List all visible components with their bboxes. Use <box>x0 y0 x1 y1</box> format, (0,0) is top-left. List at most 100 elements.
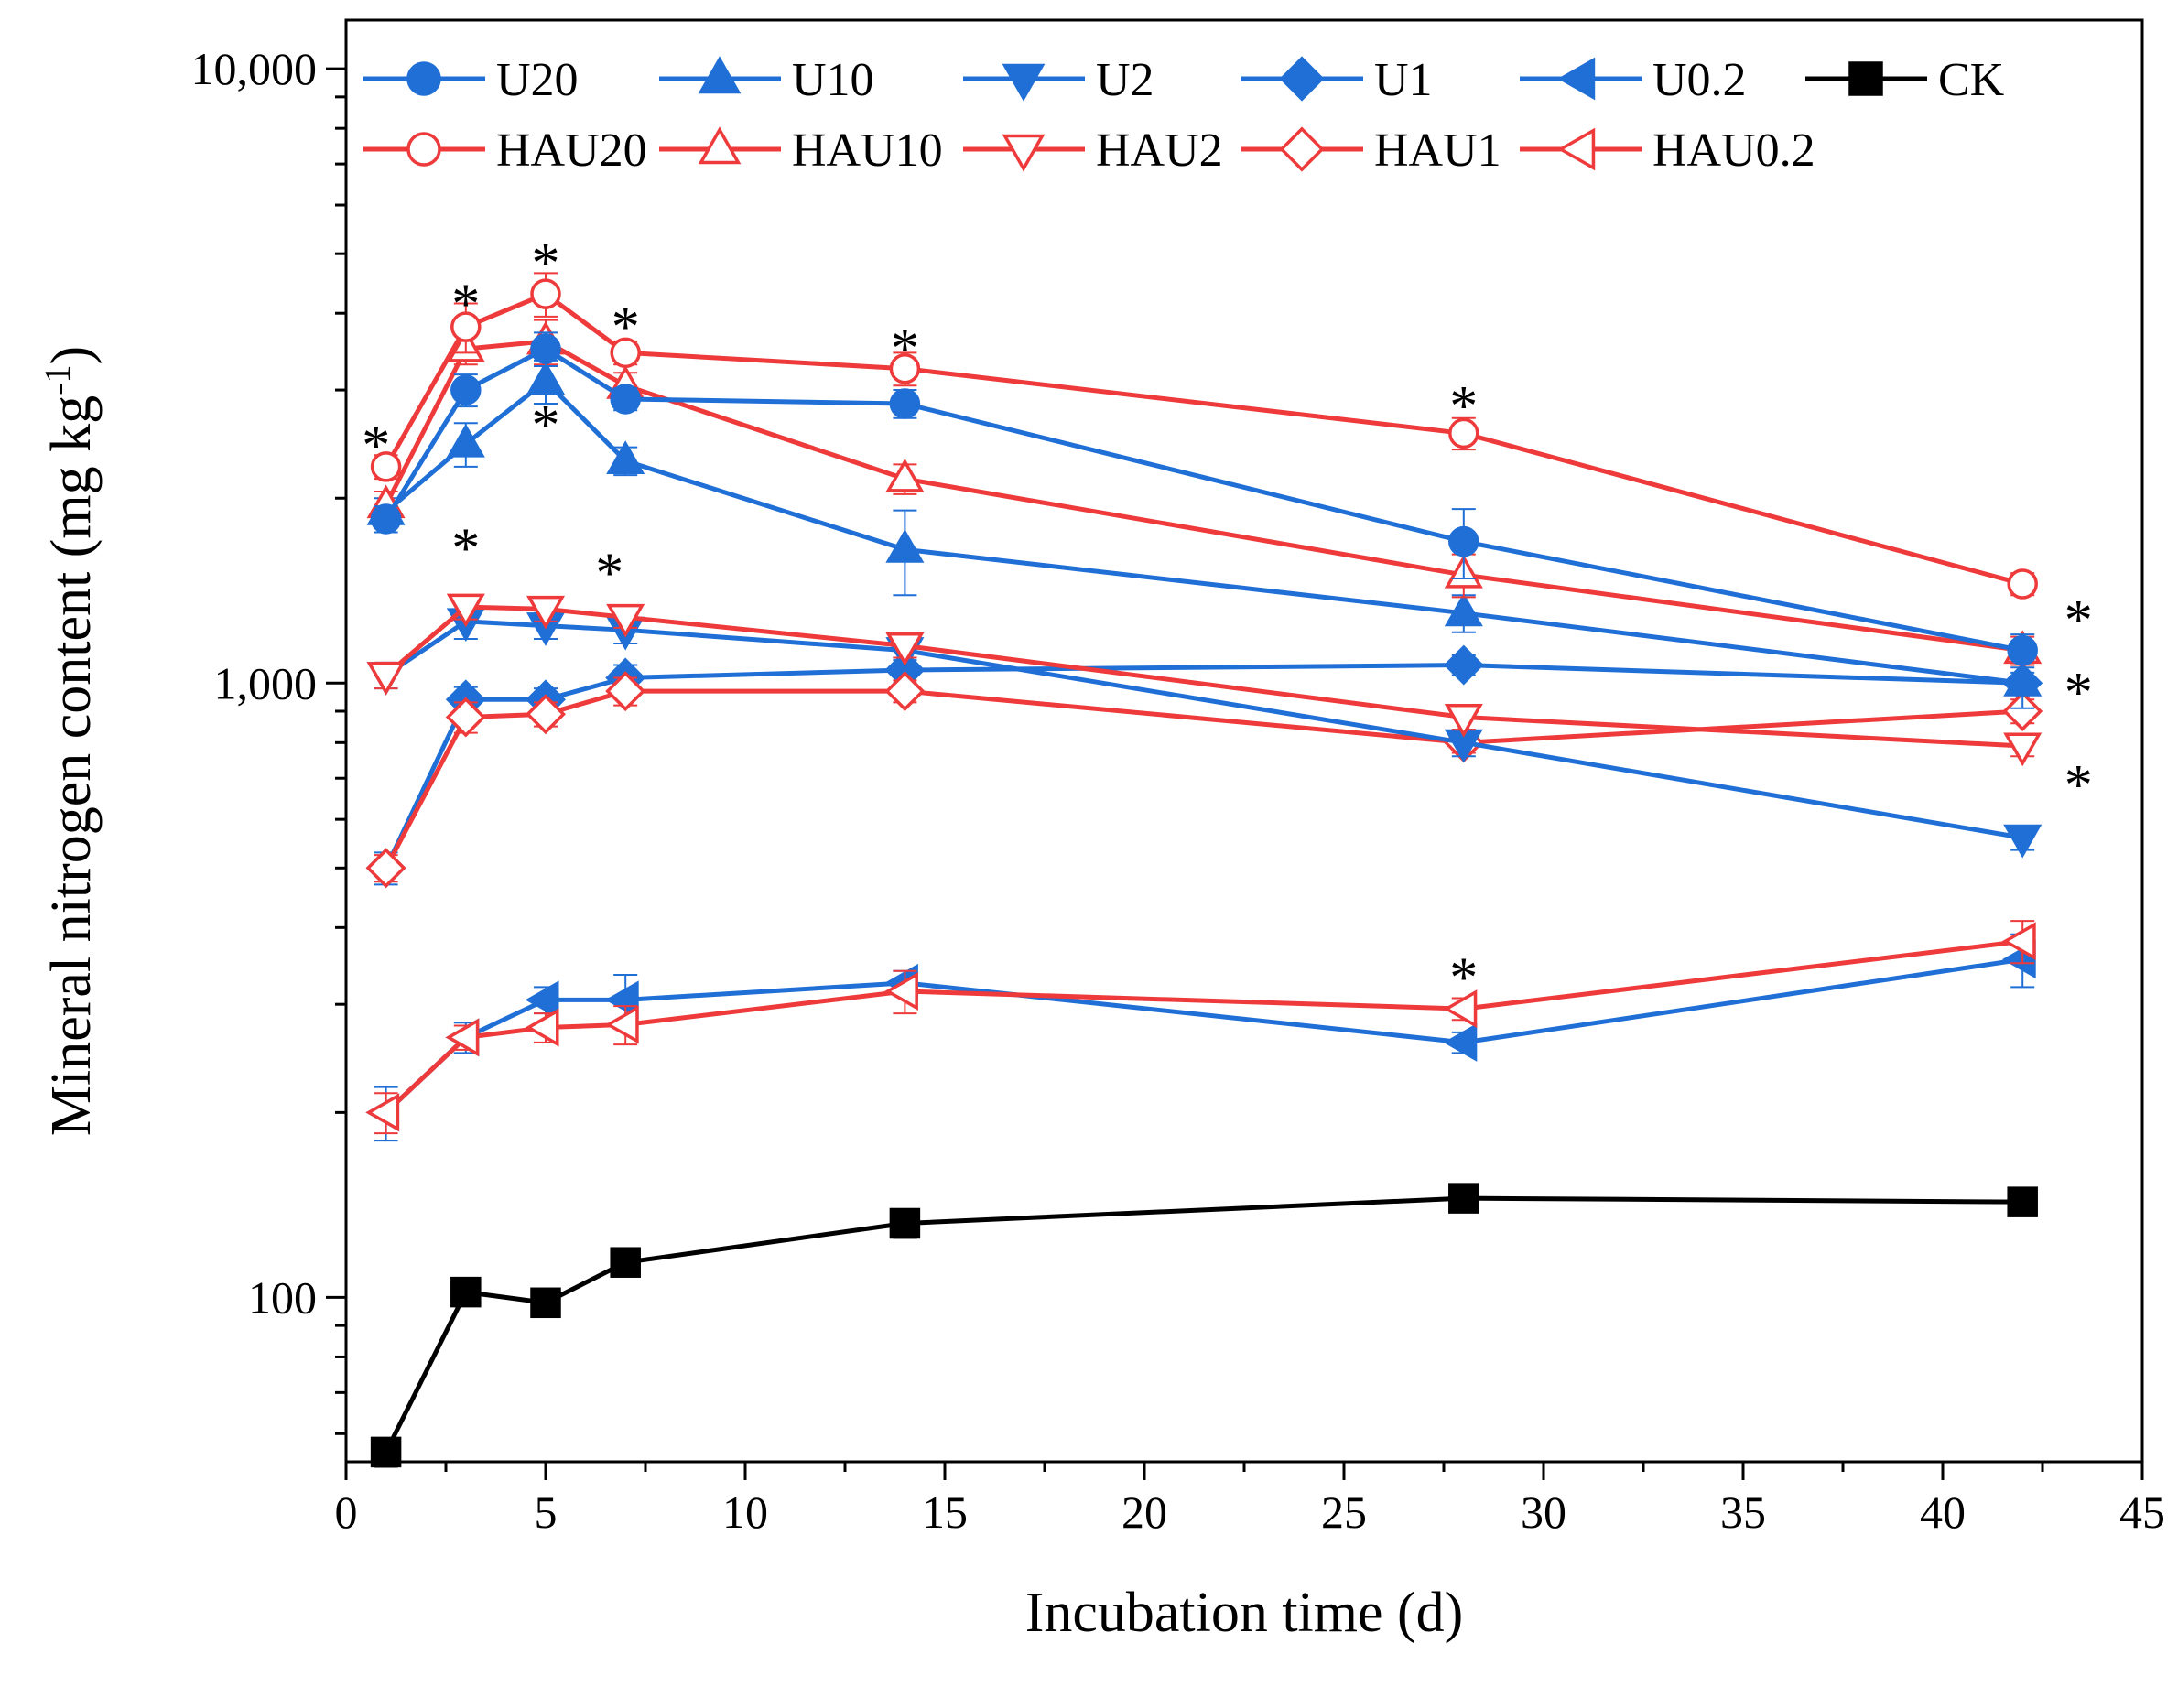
data-point <box>370 451 402 482</box>
legend-label: U1 <box>1374 54 1433 106</box>
data-point <box>1444 592 1483 627</box>
series-layer <box>365 272 2043 1468</box>
data-point <box>530 1287 561 1319</box>
legend-item-u0-2: U0.2 <box>1520 54 1747 106</box>
x-tick-label: 30 <box>1521 1486 1566 1538</box>
legend-label: HAU1 <box>1374 124 1501 177</box>
data-point <box>2002 691 2043 731</box>
data-point <box>610 1247 641 1278</box>
legend-marker <box>406 132 441 167</box>
significance-marker: * <box>532 395 560 457</box>
x-tick-label: 5 <box>535 1486 558 1538</box>
x-axis-title: Incubation time (d) <box>1025 1582 1464 1644</box>
legend-marker <box>1557 57 1596 101</box>
x-tick-label: 10 <box>722 1486 768 1538</box>
data-point <box>605 671 646 712</box>
significance-marker: * <box>2064 754 2093 816</box>
y-axis-title: Mineral nitrogen content (mg kg-1) <box>37 346 103 1136</box>
data-point <box>526 595 566 630</box>
legend-label: HAU20 <box>496 124 647 177</box>
series-u0-2 <box>365 933 2036 1142</box>
data-point <box>445 697 486 738</box>
data-point <box>610 337 641 369</box>
data-point <box>884 671 926 712</box>
series-ck <box>370 1183 2038 1468</box>
legend-label: HAU0.2 <box>1652 124 1815 177</box>
data-point <box>445 1018 480 1057</box>
data-point <box>885 632 925 666</box>
y-axis-title-sup: -1 <box>37 365 78 395</box>
significance-marker: * <box>891 318 919 380</box>
data-point <box>889 1207 921 1239</box>
significance-marker: * <box>451 518 480 580</box>
legend-item-ck: CK <box>1805 54 2005 106</box>
data-point <box>885 458 925 492</box>
data-point <box>2001 922 2036 961</box>
annotations: * * * * * * * * * * * * * <box>362 232 2093 1010</box>
data-point <box>525 1008 559 1047</box>
legend-label: HAU10 <box>792 124 943 177</box>
legend-marker <box>1557 127 1596 171</box>
legend-label: U0.2 <box>1652 54 1747 106</box>
x-tick-label: 25 <box>1321 1486 1367 1538</box>
significance-marker: * <box>2064 662 2093 724</box>
data-point <box>370 1436 402 1468</box>
data-point <box>1443 1022 1478 1062</box>
legend-marker <box>1002 63 1046 102</box>
data-point <box>1448 417 1479 449</box>
legend: U20 U10 U2 U1 U0.2 CK HAU20 HAU10 HAU2 HAU1 HAU0.2 <box>363 54 2005 177</box>
data-point <box>1444 704 1483 738</box>
series-hau20 <box>370 272 2038 600</box>
legend-marker <box>698 126 742 165</box>
data-point <box>2003 662 2043 697</box>
data-point <box>366 662 406 696</box>
legend-label: HAU2 <box>1096 124 1223 177</box>
series-u20 <box>370 331 2038 669</box>
data-point <box>530 278 561 309</box>
axes: 0 5 10 15 20 25 30 35 40 45 100 1,000 10,000 <box>191 18 2165 1538</box>
legend-item-u20: U20 <box>363 54 579 106</box>
significance-marker: * <box>451 274 480 336</box>
legend-label: U10 <box>792 54 874 106</box>
series-u2 <box>366 603 2043 859</box>
data-point <box>610 384 641 415</box>
legend-marker <box>406 61 441 96</box>
significance-marker: * <box>362 415 390 477</box>
x-tick-label: 15 <box>922 1486 968 1538</box>
data-point <box>370 503 402 535</box>
y-tick-label: 1,000 <box>214 657 318 708</box>
data-point <box>2003 824 2043 859</box>
data-point <box>1443 644 1484 686</box>
legend-item-hau10: HAU10 <box>659 124 943 177</box>
data-point <box>530 333 561 364</box>
legend-marker <box>1279 126 1325 172</box>
legend-marker <box>698 56 742 94</box>
x-tick-label: 45 <box>2119 1486 2165 1538</box>
data-point <box>1443 989 1478 1029</box>
significance-marker: * <box>612 297 640 359</box>
data-point <box>450 1276 482 1308</box>
y-tick-label: 100 <box>248 1271 317 1323</box>
data-point <box>2007 568 2038 600</box>
x-tick-label: 20 <box>1122 1486 1167 1538</box>
y-tick-label: 10,000 <box>191 43 318 94</box>
legend-item-u10: U10 <box>659 54 874 106</box>
data-point <box>604 980 639 1020</box>
data-point <box>885 529 925 563</box>
significance-marker: * <box>532 232 560 295</box>
data-point <box>2007 634 2038 666</box>
data-point <box>1448 1183 1479 1214</box>
significance-marker: * <box>1449 947 1478 1010</box>
significance-marker: * <box>1449 375 1478 438</box>
legend-label: U2 <box>1096 54 1154 106</box>
legend-item-hau1: HAU1 <box>1241 124 1501 177</box>
data-point <box>2003 732 2043 767</box>
series-line <box>384 1195 2023 1454</box>
x-tick-label: 0 <box>335 1486 358 1538</box>
data-point <box>365 1093 400 1132</box>
data-point <box>606 603 645 638</box>
data-point <box>450 374 482 405</box>
significance-marker: * <box>595 543 623 605</box>
legend-marker <box>1279 56 1325 102</box>
